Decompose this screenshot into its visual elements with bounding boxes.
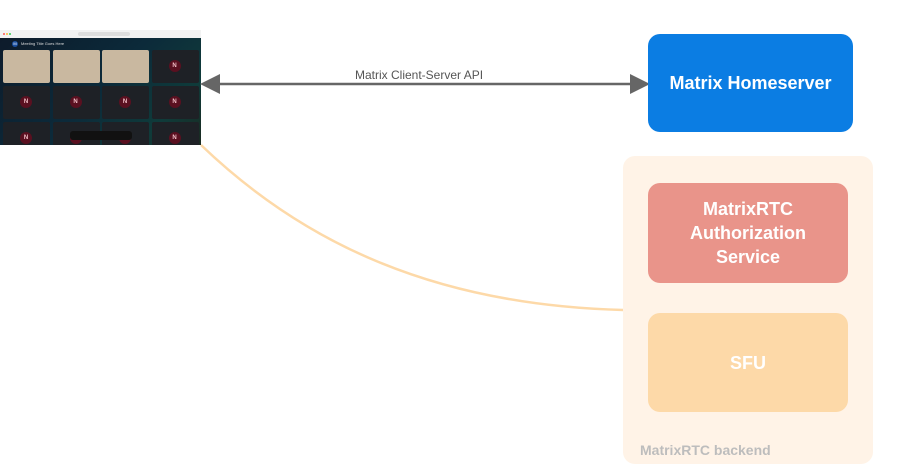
maximize-dot-icon — [9, 33, 11, 35]
participant-tile: N — [52, 86, 100, 119]
participant-avatar: N — [168, 96, 181, 108]
backend-label: MatrixRTC backend — [640, 442, 771, 458]
close-dot-icon — [3, 33, 5, 35]
sfu-box: SFU — [648, 313, 848, 412]
meeting-title: Meeting Title Goes Here — [21, 41, 65, 46]
sfu-label: SFU — [730, 352, 766, 373]
browser-bar — [0, 30, 201, 38]
participant-tile — [3, 50, 50, 83]
participant-tile: N — [151, 122, 199, 145]
participant-tile — [102, 50, 149, 83]
minimize-dot-icon — [6, 33, 8, 35]
auth-label: MatrixRTC Authorization Service — [690, 199, 806, 267]
call-controls — [70, 131, 132, 140]
authorization-service-box: MatrixRTC Authorization Service — [648, 183, 848, 283]
participant-avatar: N — [168, 132, 181, 144]
participant-avatar: N — [119, 96, 131, 108]
participant-avatar: N — [20, 132, 32, 144]
participant-avatar: N — [168, 60, 181, 72]
participant-avatar: N — [20, 96, 32, 108]
client-screenshot: M Meeting Title Goes Here NNNNNNNNN — [0, 30, 201, 145]
participant-avatar: N — [69, 96, 82, 108]
client-server-api-label: Matrix Client-Server API — [355, 68, 484, 82]
participant-tile — [52, 50, 100, 83]
participant-tile: N — [3, 86, 50, 119]
participant-tile: N — [102, 86, 149, 119]
sfu-connection-curve — [200, 144, 624, 312]
avatar: M — [12, 41, 18, 47]
matrix-homeserver-box: Matrix Homeserver — [648, 34, 853, 132]
participant-tile: N — [151, 86, 199, 119]
participant-tile: N — [3, 122, 50, 145]
url-bar — [78, 32, 130, 36]
participant-tile: N — [151, 50, 199, 83]
homeserver-label: Matrix Homeserver — [669, 73, 832, 93]
